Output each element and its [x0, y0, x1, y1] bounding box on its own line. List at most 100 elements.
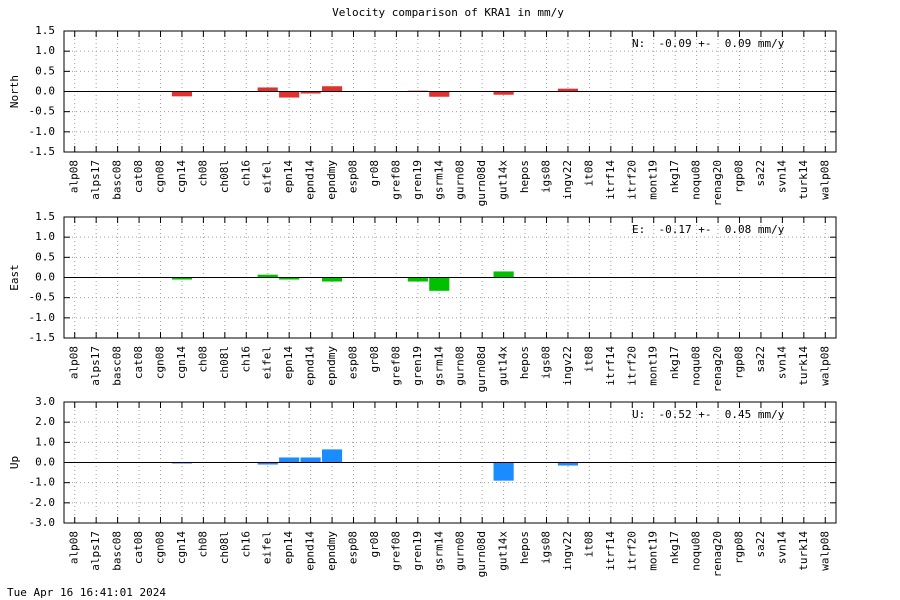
x-tick-label: gsrm14 — [432, 531, 445, 571]
y-tick-label: -0.5 — [29, 105, 56, 118]
x-tick-label: gurn08d — [475, 531, 488, 577]
x-tick-label: gren19 — [411, 160, 424, 200]
x-tick-label: eifel — [261, 160, 274, 193]
annotation: E: -0.17 +- 0.08 mm/y — [632, 223, 785, 236]
x-tick-label: rgp08 — [733, 160, 746, 193]
x-tick-label: hepos — [518, 346, 531, 379]
x-tick-label: rgp08 — [733, 531, 746, 564]
x-tick-label: igs08 — [540, 531, 553, 564]
x-tick-label: ch16 — [239, 160, 252, 187]
bar — [279, 457, 300, 463]
x-tick-label: rgp08 — [733, 346, 746, 379]
x-tick-label: alps17 — [89, 531, 102, 571]
x-tick-label: cat08 — [132, 160, 145, 193]
y-tick-label: -0.5 — [29, 291, 56, 304]
x-tick-label: alp08 — [68, 160, 81, 193]
x-tick-label: eifel — [261, 531, 274, 564]
y-tick-label: 0.0 — [35, 456, 55, 469]
x-tick-label: epndmy — [325, 160, 338, 200]
footer-timestamp: Tue Apr 16 16:41:01 2024 — [7, 586, 166, 599]
x-tick-label: epn14 — [282, 531, 295, 564]
x-tick-label: gr08 — [368, 346, 381, 373]
y-tick-label: 0.5 — [35, 250, 55, 263]
x-tick-label: walp08 — [818, 160, 831, 200]
y-tick-label: -1.0 — [29, 476, 56, 489]
x-tick-label: gut14x — [497, 531, 510, 571]
bar — [300, 457, 321, 463]
plot-frame — [63, 30, 837, 153]
x-tick-label: it08 — [582, 346, 595, 373]
x-tick-label: gurn08d — [475, 160, 488, 206]
y-tick-label: 3.0 — [35, 395, 55, 408]
x-tick-label: epn14 — [282, 346, 295, 379]
x-tick-label: ingv22 — [561, 160, 574, 200]
x-tick-label: igs08 — [540, 346, 553, 379]
x-tick-label: nkg17 — [668, 160, 681, 193]
x-tick-label: mont19 — [647, 160, 660, 200]
x-tick-label: renag20 — [711, 160, 724, 206]
x-tick-label: ingv22 — [561, 531, 574, 571]
plot-frame — [63, 401, 837, 524]
y-tick-label: 0.5 — [35, 64, 55, 77]
x-tick-label: hepos — [518, 160, 531, 193]
x-tick-label: gurn08d — [475, 346, 488, 392]
y-tick-label: 0.0 — [35, 271, 55, 284]
x-tick-label: epnd14 — [304, 346, 317, 386]
x-tick-label: gut14x — [497, 160, 510, 200]
bar — [257, 274, 278, 278]
x-tick-label: nkg17 — [668, 531, 681, 564]
x-tick-label: ch08 — [196, 160, 209, 187]
x-tick-label: epn14 — [282, 160, 295, 193]
x-tick-label: cgn14 — [175, 531, 188, 564]
x-tick-label: ch08l — [218, 346, 231, 379]
x-tick-label: walp08 — [818, 531, 831, 571]
x-tick-label: eifel — [261, 346, 274, 379]
x-tick-label: gr08 — [368, 531, 381, 558]
bar — [493, 91, 514, 95]
bar — [493, 462, 514, 481]
y-tick-label: -1.5 — [29, 145, 56, 158]
x-tick-label: ch08l — [218, 160, 231, 193]
y-axis-label: Up — [8, 456, 21, 469]
x-tick-label: basc08 — [111, 346, 124, 386]
x-tick-label: walp08 — [818, 346, 831, 386]
bar — [279, 91, 300, 98]
x-tick-label: itrf20 — [625, 346, 638, 386]
y-tick-label: -3.0 — [29, 516, 56, 529]
x-tick-label: ch16 — [239, 346, 252, 373]
x-tick-label: sa22 — [754, 160, 767, 187]
bar — [429, 277, 450, 291]
x-tick-label: cgn14 — [175, 160, 188, 193]
y-tick-label: 1.0 — [35, 435, 55, 448]
y-tick-label: 2.0 — [35, 415, 55, 428]
bar — [257, 87, 278, 92]
x-tick-label: basc08 — [111, 160, 124, 200]
bar — [171, 462, 193, 464]
bar — [171, 277, 193, 280]
x-tick-label: cgn14 — [175, 346, 188, 379]
x-tick-label: mont19 — [647, 531, 660, 571]
bar — [171, 91, 193, 97]
x-tick-label: epndmy — [325, 531, 338, 571]
x-tick-label: alps17 — [89, 346, 102, 386]
annotation: U: -0.52 +- 0.45 mm/y — [632, 408, 785, 421]
x-tick-label: esp08 — [347, 160, 360, 193]
bar — [493, 271, 514, 278]
x-tick-label: mont19 — [647, 346, 660, 386]
annotation: N: -0.09 +- 0.09 mm/y — [632, 37, 785, 50]
bar — [279, 277, 300, 280]
x-tick-label: svn14 — [775, 531, 788, 564]
x-tick-label: itrf14 — [604, 160, 617, 200]
y-tick-label: 1.0 — [35, 230, 55, 243]
x-tick-label: esp08 — [347, 531, 360, 564]
x-tick-label: gr08 — [368, 160, 381, 187]
x-tick-label: noqu08 — [690, 346, 703, 386]
x-tick-label: alps17 — [89, 160, 102, 200]
x-tick-label: esp08 — [347, 346, 360, 379]
x-tick-label: it08 — [582, 531, 595, 558]
x-tick-label: gren19 — [411, 346, 424, 386]
x-tick-label: turk14 — [797, 160, 810, 200]
bar — [321, 449, 343, 463]
y-tick-label: 1.0 — [35, 44, 55, 57]
x-tick-label: noqu08 — [690, 531, 703, 571]
